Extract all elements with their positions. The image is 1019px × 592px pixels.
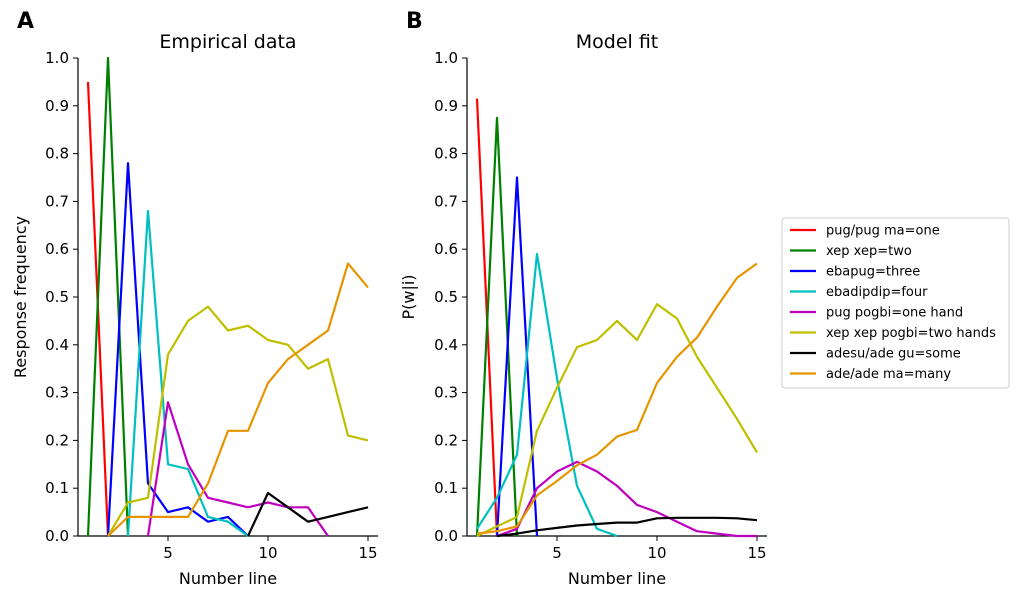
series-line-2 [475,116,519,537]
y-tick-label: 0.9 [434,97,458,115]
panel-a-letter: A [17,9,34,34]
panel-b-title: Model fit [576,31,659,53]
series-line-8 [107,262,369,537]
panel-b-letter: B [406,9,423,34]
panel-a-title: Empirical data [159,31,296,53]
x-tick-label: 5 [552,544,562,562]
y-tick-label: 0.9 [45,97,69,115]
legend: pug/pug ma=one xep xep=two ebapug=three eba… [781,217,1010,389]
legend-item-label: ebapug=three [826,265,920,280]
y-tick-label: 0.3 [434,384,458,402]
legend-item-label: xep xep pogbi=two hands [826,326,996,341]
series-line-6 [476,303,758,537]
legend-item-label: pug/pug ma=one [826,224,940,239]
legend-frame [781,217,1010,389]
y-tick-label: 0.1 [45,479,69,497]
y-tick-label: 0.1 [434,479,458,497]
panel-b: B Model fit 0.00.10.20.30.40.50.60.70.80… [399,9,767,588]
y-tick-label: 0.8 [434,145,458,163]
y-tick-label: 0.2 [45,431,69,449]
panel-a: A Empirical data 0.00.10.20.30.40.50.60.… [11,9,378,588]
x-tick-label: 5 [163,544,173,562]
x-tick-label: 15 [747,544,766,562]
series-line-7 [247,491,369,537]
series-line-4 [126,209,249,537]
panel-a-plot-area: 0.0 0.1 0.2 0.3 0.4 0.5 0.6 0.7 0.8 0.9 1.0 5 10 15 [45,49,378,562]
legend-item-label: adesu/ade gu=some [826,347,961,362]
y-tick-label: 0.8 [45,145,69,163]
legend-item-label: xep xep=two [826,244,912,259]
series-line-6 [107,305,369,537]
panel-a-y-axis-label: Response frequency [11,216,30,378]
y-tick-label: 0.7 [434,192,458,210]
y-tick-label: 0.6 [434,240,458,258]
series-line-3 [495,176,539,537]
series-line-7 [496,516,758,538]
x-tick-label: 15 [358,544,377,562]
y-tick-label: 0.0 [45,527,69,545]
y-tick-label: 0.4 [45,336,69,354]
y-tick-label: 0.5 [45,288,69,306]
legend-item-label: ebadipdip=four [826,285,928,300]
y-tick-label: 0.6 [45,240,69,258]
series-line-5 [146,401,329,537]
panel-b-y-axis-label: P(w|i) [399,274,418,319]
x-tick-label: 10 [647,544,666,562]
y-tick-label: 1.0 [434,49,458,67]
legend-item-label: ade/ade ma=many [826,367,951,382]
panel-a-x-axis-label: Number line [179,569,277,588]
y-tick-label: 1.0 [45,49,69,67]
y-tick-label: 0.4 [434,336,458,354]
y-tick-label: 0.7 [45,192,69,210]
series-line-8 [476,262,758,535]
panel-b-plot-area: 0.0 0.1 0.2 0.3 0.4 0.5 0.6 0.7 0.8 0.9 1.0 5 10 15 [434,49,767,562]
y-tick-label: 0.0 [434,527,458,545]
series-line-3 [106,162,249,537]
x-tick-label: 10 [258,544,277,562]
y-tick-label: 0.3 [45,384,69,402]
y-tick-label: 0.5 [434,288,458,306]
panel-b-x-axis-label: Number line [568,569,666,588]
series-line-5 [496,460,757,538]
legend-item-label: pug pogbi=one hand [826,306,963,321]
y-tick-label: 0.2 [434,431,458,449]
series-line-4 [476,252,618,538]
series-line-2 [86,56,130,537]
